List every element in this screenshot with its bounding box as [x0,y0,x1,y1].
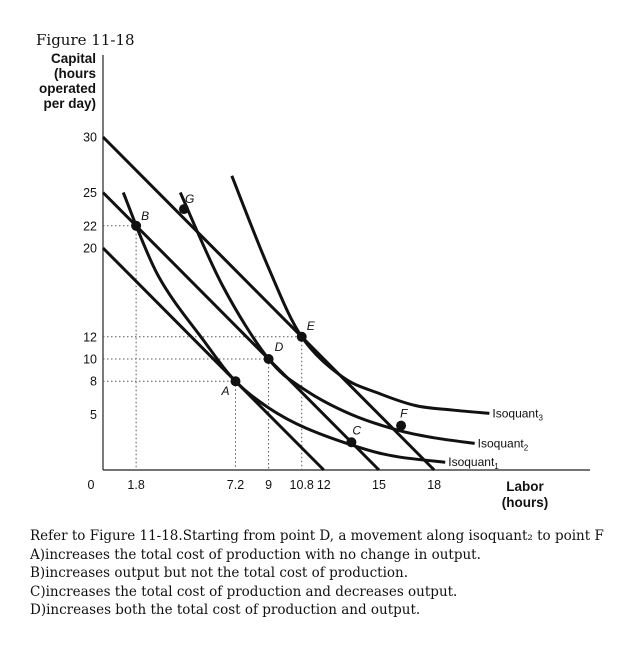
answer-option-b[interactable]: B)increases output but not the total cos… [30,565,409,581]
answer-option-a[interactable]: A)increases the total cost of production… [30,546,481,563]
point-d [263,354,274,364]
x-axis-title: Labor (hours) [488,479,562,511]
x-tick-label: 7.2 [227,478,244,492]
isocost-line [101,135,436,472]
point-g [178,204,189,215]
point-label-c: C [352,423,361,437]
point-label-b: B [141,209,149,223]
point-c [346,437,357,448]
point-label-a: A [220,384,229,398]
y-tick-label: 25 [83,186,97,200]
point-label-e: E [307,319,316,333]
x-tick-label: 12 [317,478,331,492]
x-tick-label: 15 [372,478,386,492]
y-tick-label: 5 [90,408,97,422]
x-tick-label: 1.8 [127,478,144,492]
y-axis-title-line: Capital [50,51,96,66]
point-a [230,376,241,387]
isoquant-curve-3 [230,175,490,415]
point-label-d: D [275,340,284,354]
x-tick-label: 9 [265,478,272,492]
y-axis-title-line: (hours [54,66,96,81]
isoquant-label-3: Isoquant3 [492,406,543,422]
question-prompt: Refer to Figure 11-18.Starting from poin… [30,528,604,544]
isoquant-label-2: Isoquant2 [478,436,529,452]
figure-caption: Figure 11-18 [36,31,135,49]
y-tick-label: 22 [83,219,97,233]
x-axis-title-line: Labor [506,479,544,494]
isoquant-curve-2 [178,191,475,445]
answer-option-c[interactable]: C)increases the total cost of production… [30,583,458,600]
point-f [396,420,407,431]
y-tick-label: 12 [83,330,97,344]
x-tick-label: 18 [427,478,441,492]
y-axis-title-line: per day) [43,96,96,111]
x-axis-title-line: (hours) [501,495,549,510]
y-tick-label: 10 [83,353,97,367]
isocost-line [101,191,381,472]
answer-option-d[interactable]: D)increases both the total cost of produ… [30,602,421,618]
origin-label: 0 [88,478,95,492]
isoquant-chart: Isoquant1 Isoquant2 Isoquant3 A B C D E F G 1.8 7.2… [83,55,590,492]
y-tick-label: 8 [90,375,97,389]
y-tick-label: 30 [83,131,97,145]
point-b [131,220,142,231]
isoquant-curve-1 [121,191,446,464]
point-label-f: F [400,407,408,421]
isocost-line [101,246,325,472]
point-e [296,331,307,342]
y-axis-title-line: operated [38,81,96,96]
point-label-g: G [185,192,194,206]
y-axis-title: Capital (hours operated per day) [30,51,96,111]
y-tick-label: 20 [83,242,97,256]
isoquant-label-1: Isoquant1 [448,455,499,471]
x-tick-label: 10.8 [290,478,314,492]
question-block: Refer to Figure 11-18.Starting from poin… [30,527,620,620]
